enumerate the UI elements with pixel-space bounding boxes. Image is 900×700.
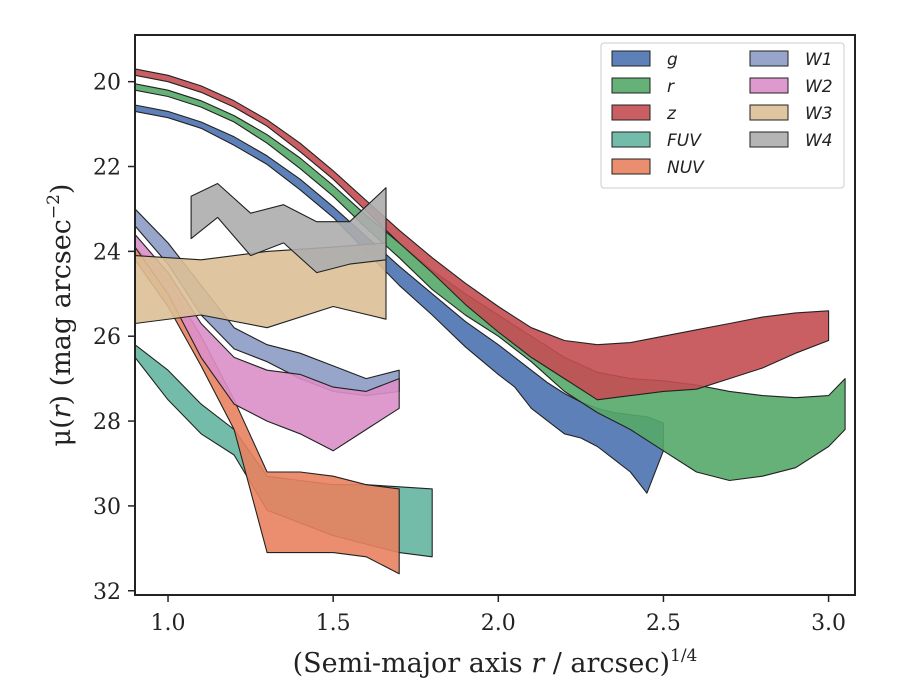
x-tick-label: 3.0 [811,611,846,636]
y-axis-ticks: 20 22 24 26 28 30 32 [93,71,135,605]
y-tick-label: 20 [93,71,121,96]
y-axis-title: μ(r) (mag arcsec−2) [44,184,77,447]
profile-bands [135,68,846,575]
y-tick-label: 24 [93,240,121,265]
legend-label-r: r [667,77,675,97]
x-axis-title: (Semi-major axis r / arcsec)1/4 [293,646,698,679]
x-tick-label: 2.5 [646,611,681,636]
legend-label-fuv: FUV [667,131,702,151]
legend-label-w4: W4 [805,131,833,151]
legend-label-w3: W3 [805,104,833,124]
x-tick-label: 1.5 [316,611,351,636]
legend-swatch-w3 [749,104,789,121]
legend-label-w1: W1 [805,50,833,70]
y-tick-label: 30 [93,495,121,520]
legend-swatch-g [611,50,651,67]
legend-swatch-w1 [749,50,789,67]
x-tick-label: 2.0 [481,611,516,636]
legend-swatch-z [611,104,651,121]
legend-swatch-w2 [749,77,789,94]
legend-label-nuv: NUV [667,158,705,178]
band-w4 [190,182,387,274]
plot-frame [134,34,856,596]
legend-swatch-r [611,77,651,94]
y-tick-label: 22 [93,156,121,181]
x-axis-ticks: 1.0 1.5 2.0 2.5 3.0 [151,595,846,636]
legend-swatch-w4 [749,131,789,148]
legend-label-g: g [667,50,678,70]
x-tick-label: 1.0 [151,611,186,636]
legend-label-z: z [666,104,677,124]
band-w2 [135,233,400,452]
y-tick-label: 26 [93,325,121,350]
legend-swatch-fuv [611,131,651,148]
legend-swatch-nuv [611,158,651,175]
legend-label-w2: W2 [805,77,833,97]
legend: grz FUV NUV W1 W2 W3 W4 [600,42,845,189]
y-tick-label: 28 [93,410,121,435]
y-tick-label: 32 [93,580,121,605]
